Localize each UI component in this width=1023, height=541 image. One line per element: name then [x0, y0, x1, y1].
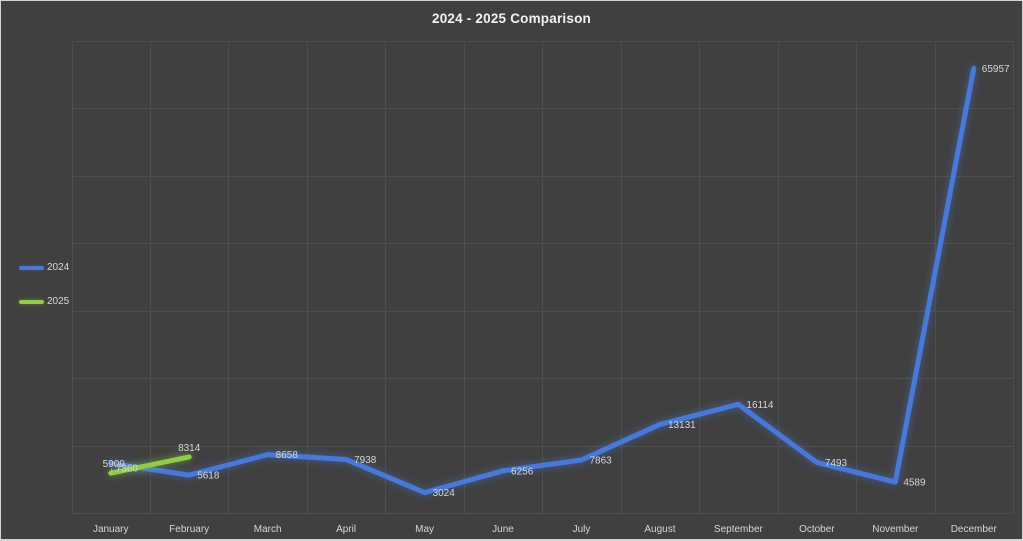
chart-title[interactable]: 2024 - 2025 Comparison: [432, 11, 591, 26]
data-label-2024[interactable]: 3024: [433, 488, 456, 499]
data-label-2024[interactable]: 4589: [903, 478, 926, 489]
data-label-2024[interactable]: 7863: [589, 455, 612, 466]
data-label-2024[interactable]: 6256: [511, 466, 534, 477]
plot-gridlines: [71, 41, 1014, 514]
data-label-2024[interactable]: 13131: [668, 420, 696, 431]
legend-swatch-2025: [19, 300, 44, 304]
data-label-2024[interactable]: 5618: [197, 471, 220, 482]
legend-swatch-2024: [19, 266, 44, 270]
legend-item-2025[interactable]: 2025: [19, 297, 99, 307]
x-axis-label[interactable]: May: [415, 524, 434, 535]
data-labels: 7360 5618 8658 7938 3024 6256 7863 13131 16114 74…: [103, 64, 1010, 499]
x-axis-label[interactable]: June: [492, 524, 514, 535]
data-label-2024[interactable]: 65957: [982, 64, 1010, 75]
x-axis-label[interactable]: November: [872, 524, 919, 535]
x-axis-label[interactable]: January: [93, 524, 129, 535]
data-label-2024[interactable]: 16114: [746, 400, 774, 411]
data-label-2024[interactable]: 7493: [825, 458, 848, 469]
x-axis-label[interactable]: September: [714, 524, 764, 535]
x-axis-label[interactable]: August: [644, 524, 675, 535]
x-axis-label[interactable]: July: [573, 524, 591, 535]
data-label-2025[interactable]: 5909: [103, 459, 126, 470]
x-axis-label[interactable]: December: [951, 524, 998, 535]
x-axis-label[interactable]: February: [169, 524, 209, 535]
data-label-2025[interactable]: 8314: [178, 443, 201, 454]
x-axis[interactable]: January February March April May June July Augu…: [93, 524, 998, 535]
legend-label-2024: 2024: [47, 262, 70, 273]
data-label-2024[interactable]: 8658: [276, 450, 299, 461]
x-axis-label[interactable]: October: [799, 524, 835, 535]
legend: 2024 2025: [19, 263, 99, 307]
data-label-2024[interactable]: 7938: [354, 455, 377, 466]
x-axis-label[interactable]: March: [254, 524, 282, 535]
legend-label-2025: 2025: [47, 296, 70, 307]
data-label-2024[interactable]: 7360: [116, 463, 139, 474]
series-line-2025[interactable]: [108, 454, 192, 476]
series-line-2024[interactable]: [108, 65, 977, 496]
legend-item-2024[interactable]: 2024: [19, 263, 99, 273]
x-axis-label[interactable]: April: [336, 524, 356, 535]
